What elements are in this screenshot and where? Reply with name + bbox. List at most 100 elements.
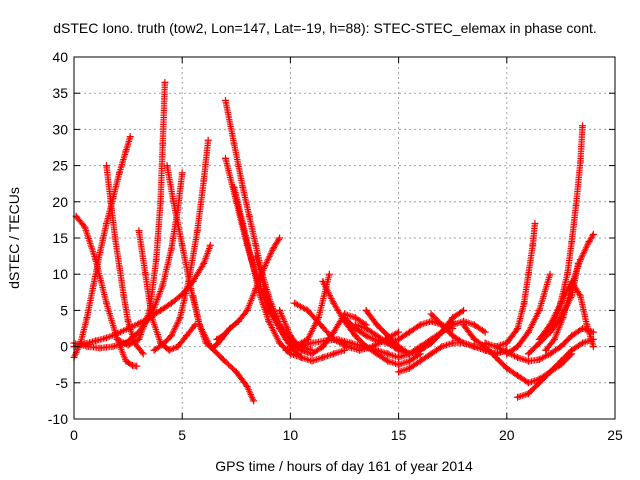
data-point: [529, 241, 537, 249]
data-point: [524, 390, 532, 398]
data-point: [427, 317, 435, 325]
data-point: [546, 270, 554, 278]
data-point: [221, 96, 229, 104]
data-point: [150, 346, 158, 354]
data-point: [416, 343, 424, 351]
data-point: [546, 350, 554, 358]
data-point: [308, 357, 316, 365]
data-point: [524, 328, 532, 336]
data-point: [260, 285, 268, 293]
data-point: [81, 223, 89, 231]
data-point: [373, 332, 381, 340]
data-point: [583, 321, 591, 329]
data-point: [174, 343, 182, 351]
data-point: [135, 319, 143, 327]
y-tick-label: 5: [60, 302, 68, 318]
data-point: [234, 317, 242, 325]
data-point: [176, 314, 184, 322]
data-point: [319, 353, 327, 361]
data-point: [438, 321, 446, 329]
data-point: [286, 332, 294, 340]
data-point: [252, 241, 260, 249]
y-tick-label: 30: [52, 121, 68, 137]
data-point: [546, 328, 554, 336]
data-point: [492, 343, 500, 351]
data-point: [351, 321, 359, 329]
y-tick-label: 40: [52, 49, 68, 65]
series-arc7: [135, 227, 199, 354]
data-point: [470, 321, 478, 329]
data-point: [351, 332, 359, 340]
data-point: [319, 277, 327, 285]
data-point: [535, 306, 543, 314]
data-point: [89, 281, 97, 289]
data-point: [321, 337, 329, 345]
data-point: [269, 245, 277, 253]
data-point: [395, 368, 403, 376]
data-point: [568, 238, 576, 246]
x-tick-label: 25: [607, 427, 623, 443]
data-point: [351, 314, 359, 322]
data-point: [167, 299, 175, 307]
data-point: [362, 332, 370, 340]
data-point: [102, 220, 110, 228]
data-point: [524, 357, 532, 365]
data-point: [524, 350, 532, 358]
data-point: [221, 154, 229, 162]
data-point: [204, 136, 212, 144]
data-point: [514, 353, 522, 361]
data-point: [395, 335, 403, 343]
data-point: [276, 339, 284, 347]
data-point: [304, 306, 312, 314]
data-point: [427, 310, 435, 318]
data-point: [81, 340, 89, 348]
data-point: [163, 162, 171, 170]
data-point: [416, 357, 424, 365]
data-point: [579, 339, 587, 347]
data-point: [276, 234, 284, 242]
data-point: [460, 339, 468, 347]
data-point: [449, 321, 457, 329]
data-point: [503, 364, 511, 372]
data-point: [373, 321, 381, 329]
data-point: [126, 133, 134, 141]
data-point: [460, 306, 468, 314]
data-point: [109, 343, 117, 351]
data-point: [362, 306, 370, 314]
data-point: [427, 335, 435, 343]
series-arc34: [542, 230, 597, 354]
y-tick-label: 35: [52, 85, 68, 101]
data-point: [347, 339, 355, 347]
data-point: [135, 227, 143, 235]
data-point: [576, 292, 584, 300]
data-point: [159, 140, 167, 148]
data-point: [438, 328, 446, 336]
data-point: [297, 353, 305, 361]
series-arc19: [291, 299, 403, 354]
data-point: [128, 361, 136, 369]
data-series: [70, 78, 597, 405]
data-point: [589, 230, 597, 238]
data-point: [113, 335, 121, 343]
data-point: [395, 346, 403, 354]
data-point: [416, 321, 424, 329]
data-point: [568, 332, 576, 340]
data-point: [232, 368, 240, 376]
data-point: [196, 321, 204, 329]
data-point: [384, 339, 392, 347]
data-point: [243, 382, 251, 390]
data-point: [295, 343, 303, 351]
data-point: [341, 314, 348, 322]
data-point: [319, 343, 327, 351]
data-point: [304, 335, 312, 343]
x-tick-label: 5: [178, 427, 186, 443]
data-point: [546, 368, 554, 376]
data-point: [148, 314, 156, 322]
data-point: [243, 306, 251, 314]
data-point: [555, 306, 563, 314]
data-point: [589, 343, 597, 351]
data-point: [124, 317, 132, 325]
data-point: [276, 306, 284, 314]
